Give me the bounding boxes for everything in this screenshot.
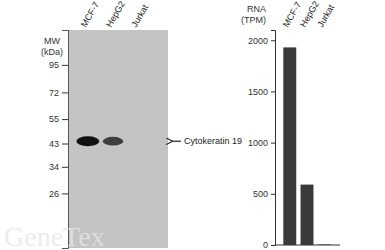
band-arrow xyxy=(172,141,181,142)
lane-label: HepG2 xyxy=(104,0,127,29)
axis-title: RNA(TPM) xyxy=(241,4,266,25)
tick-mark xyxy=(62,92,68,93)
tick-label: 1000 xyxy=(248,138,268,148)
tick-label: 500 xyxy=(253,189,268,199)
bar xyxy=(301,185,314,245)
watermark: GeneTex xyxy=(4,221,105,250)
tick: 72 xyxy=(49,88,68,98)
tick-mark xyxy=(62,167,68,168)
x-axis-line xyxy=(275,245,340,246)
tick-label: 1500 xyxy=(248,87,268,97)
tick: 500 xyxy=(253,189,275,199)
tick-mark xyxy=(271,143,275,144)
tick-label: 2000 xyxy=(248,36,268,46)
axis-line xyxy=(62,31,69,249)
tick: 26 xyxy=(49,189,68,199)
tick: 95 xyxy=(49,60,68,70)
lane-label: MCF-7 xyxy=(79,0,101,29)
tick: 1500 xyxy=(248,87,275,97)
tick-label: 34 xyxy=(49,162,59,172)
tick-mark xyxy=(62,65,68,66)
band-label: Cytokeratin 19 xyxy=(184,136,242,146)
bars xyxy=(283,47,330,245)
axis-title-line: (kDa) xyxy=(41,47,63,57)
tick: 43 xyxy=(49,139,68,149)
blot-panel xyxy=(68,30,168,248)
tick-label: 72 xyxy=(49,88,59,98)
tick: 0 xyxy=(263,240,275,250)
tick: 55 xyxy=(49,114,68,124)
band xyxy=(131,139,145,144)
tick-mark xyxy=(271,40,275,41)
tick-mark xyxy=(62,193,68,194)
tick-mark xyxy=(62,119,68,120)
bands xyxy=(77,136,145,146)
tick-mark xyxy=(271,91,275,92)
tick-label: 0 xyxy=(263,240,268,250)
tick-label: 43 xyxy=(49,139,59,149)
tick-mark xyxy=(271,194,275,195)
tick-label: 95 xyxy=(49,60,59,70)
bar xyxy=(283,47,296,245)
tick-label: 55 xyxy=(49,114,59,124)
tick-mark xyxy=(62,144,68,145)
axis-line xyxy=(271,31,276,246)
band xyxy=(103,137,123,146)
axis-title: MW(kDa) xyxy=(41,36,63,57)
tick: 34 xyxy=(49,162,68,172)
tick-label: 26 xyxy=(49,189,59,199)
axis-title-line: RNA xyxy=(247,4,266,14)
axis-title-line: (TPM) xyxy=(241,15,266,25)
band xyxy=(77,136,100,146)
category-labels: MCF-7HepG2Jurkat xyxy=(281,0,337,29)
lane-labels: MCF-7HepG2Jurkat xyxy=(79,0,150,29)
axis-title-line: MW xyxy=(44,36,60,46)
tick-mark xyxy=(271,245,275,246)
rna-axis: 0 500 1000 1500 2000 xyxy=(248,31,276,250)
figure: 957255433426MW(kDa)MCF-7HepG2JurkatCytok… xyxy=(0,0,385,250)
category-label: Jurkat xyxy=(315,2,336,29)
lane-label: Jurkat xyxy=(129,2,150,29)
tick: 1000 xyxy=(248,138,275,148)
mw-axis: 95 72 55 43 34 26 xyxy=(49,31,69,249)
tick: 2000 xyxy=(248,36,275,46)
